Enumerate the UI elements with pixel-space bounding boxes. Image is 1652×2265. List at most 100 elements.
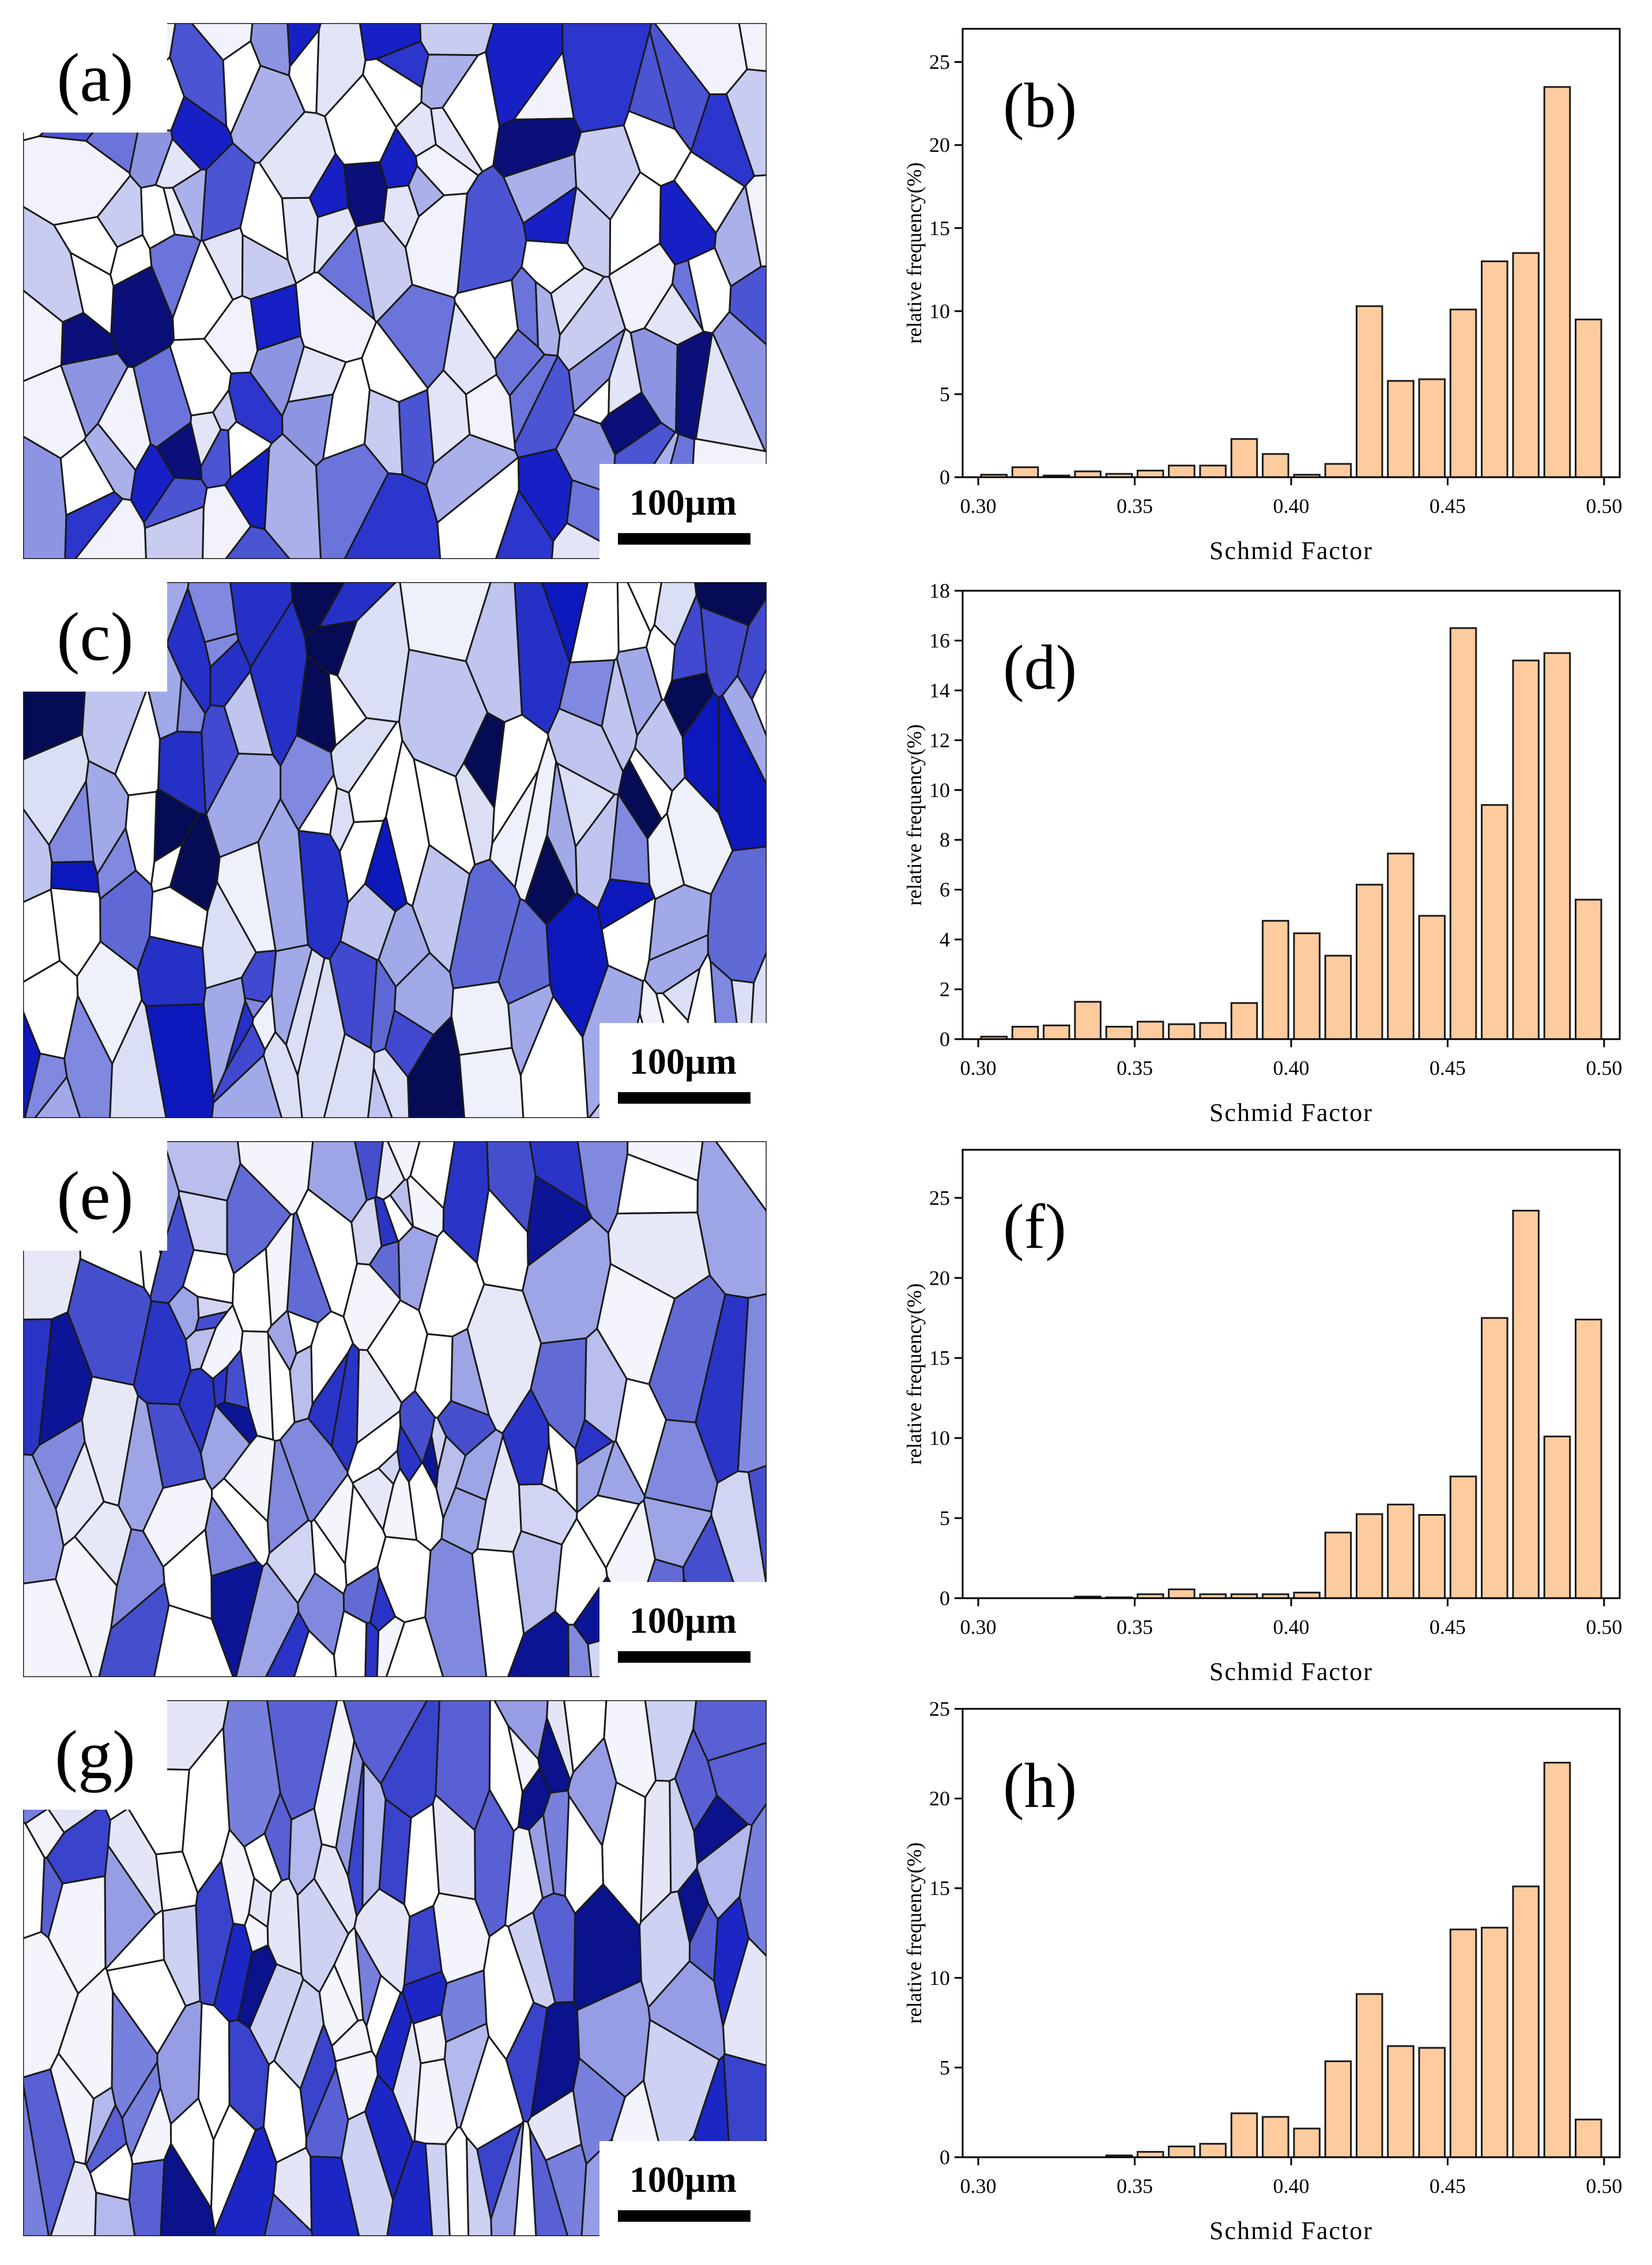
grain (576, 1440, 615, 1513)
bar (1387, 380, 1415, 478)
grain (450, 981, 513, 1056)
bar (1449, 308, 1477, 478)
grain (210, 1477, 270, 1568)
panel-label-g: (g) (23, 1700, 167, 1810)
x-tick-label: 0.35 (1117, 2175, 1153, 2198)
x-tick-label: 0.40 (1273, 1615, 1310, 1639)
grain (402, 1970, 448, 2025)
x-tick-label: 0.30 (960, 1615, 997, 1639)
x-tick-label: 0.45 (1430, 1056, 1466, 1079)
grain (546, 1700, 574, 1781)
grain (409, 1141, 456, 1209)
grain (669, 1777, 699, 1894)
grain (361, 1761, 387, 1908)
x-tick-label: 0.45 (1430, 2175, 1466, 2198)
histogram-svg-h: 0 5 10 15 20 25 0.30 0.35 0.40 0.45 0.50 Schmid Fac… (903, 1697, 1622, 2245)
grain (725, 68, 767, 177)
grain (486, 1141, 537, 1233)
bar (1262, 2116, 1289, 2158)
bar (1512, 1885, 1540, 2158)
grain (227, 421, 273, 479)
grain (403, 1802, 440, 1918)
grain (424, 1538, 488, 1677)
grain (187, 582, 238, 643)
grain (492, 118, 582, 178)
scalebar-label-c: 100µm (629, 1041, 737, 1082)
y-tick-label: 12 (929, 728, 950, 752)
grain (23, 1454, 65, 1585)
grain (222, 1700, 281, 1848)
grain (40, 1856, 64, 1939)
bar (1324, 463, 1352, 478)
grain (160, 2142, 216, 2236)
bar (1043, 1024, 1070, 1040)
y-tick-label: 15 (929, 1877, 950, 1900)
y-tick-label: 8 (940, 828, 950, 851)
histogram-b: 0 5 10 15 20 25 0.30 0.35 0.40 0.45 0.50 Schmid Fac… (876, 12, 1640, 565)
histogram-d: 0 2 4 6 8 10 12 14 16 18 0.30 0.35 0.40 0.45 0.50 Schmi… (876, 573, 1640, 1127)
y-axis-label: relative frequency(%) (903, 724, 926, 906)
grain (23, 289, 64, 382)
grain (526, 1175, 593, 1267)
grain (713, 1896, 750, 2027)
bar (1324, 1531, 1352, 1599)
grain (222, 40, 262, 135)
grain (485, 23, 564, 127)
grain (163, 1141, 242, 1202)
grain (313, 1700, 356, 1849)
y-tick-label: 0 (940, 2146, 950, 2169)
scalebar-line-g (618, 2210, 750, 2222)
grain (308, 153, 350, 218)
grain (129, 127, 174, 189)
bar (1262, 920, 1289, 1040)
grain (476, 2123, 523, 2220)
x-axis-label: Schmid Factor (1209, 1658, 1373, 1686)
grain (737, 1293, 767, 1473)
histogram-svg-b: 0 5 10 15 20 25 0.30 0.35 0.40 0.45 0.50 Schmid Fac… (903, 28, 1622, 565)
bar (1543, 86, 1571, 478)
grain (715, 1141, 767, 1213)
bar (1418, 1514, 1446, 1599)
grain-map-e (23, 1141, 767, 1677)
y-tick-label: 10 (929, 300, 950, 323)
y-tick-label: 10 (929, 1966, 950, 1990)
bar (1481, 1317, 1508, 1599)
bar (1481, 1927, 1508, 2158)
scalebar-e: 100µm (599, 1582, 767, 1677)
bar (1168, 2145, 1195, 2158)
grain (263, 1792, 292, 1882)
histogram-svg-d: 0 2 4 6 8 10 12 14 16 18 0.30 0.35 0.40 0.45 0.50 Schmi… (903, 579, 1622, 1127)
bar (1293, 932, 1321, 1040)
x-tick-label: 0.35 (1117, 1615, 1153, 1639)
bar (1512, 1210, 1540, 1599)
bar (1199, 465, 1227, 478)
x-tick-label: 0.30 (960, 1056, 997, 1079)
y-tick-label: 25 (929, 1697, 950, 1720)
bar (1387, 2045, 1415, 2158)
y-tick-label: 5 (940, 383, 950, 406)
ebsd-map-g: (g) 100µm (23, 1700, 767, 2236)
y-axis-label: relative frequency(%) (903, 163, 926, 344)
bar (1074, 1001, 1102, 1040)
grain (550, 267, 605, 336)
grain (389, 1179, 414, 1228)
grain (435, 1435, 466, 1519)
x-tick-label: 0.40 (1273, 2175, 1310, 2198)
grain (64, 491, 124, 559)
x-axis-label: Schmid Factor (1209, 1098, 1373, 1127)
grain (200, 428, 232, 489)
grain (707, 1742, 767, 1826)
grain (38, 1311, 93, 1447)
grain (346, 1410, 402, 1484)
bar (1074, 470, 1102, 478)
y-axis-label: relative frequency(%) (903, 1284, 926, 1465)
y-tick-label: 0 (940, 466, 950, 489)
grain (420, 54, 479, 110)
bar (1356, 1993, 1383, 2158)
bar (1168, 1588, 1195, 1599)
scalebar-label-a: 100µm (629, 482, 737, 523)
y-tick-label: 10 (929, 1426, 950, 1449)
y-tick-label: 15 (929, 1346, 950, 1369)
bar (1356, 884, 1383, 1040)
x-tick-label: 0.35 (1117, 494, 1153, 518)
